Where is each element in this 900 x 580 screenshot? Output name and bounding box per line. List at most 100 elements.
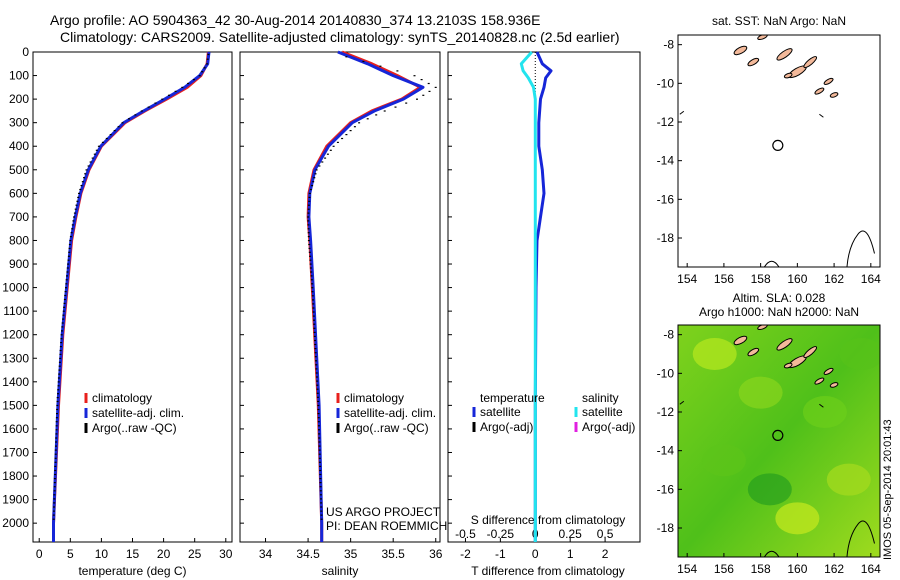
diff-t-axis-label: T difference from climatology xyxy=(471,564,625,578)
argo-dot xyxy=(57,381,60,383)
argo-dot xyxy=(317,408,320,411)
map-lat-label: -12 xyxy=(657,115,675,129)
argo-dot xyxy=(319,478,322,480)
diff-tick-label: 2 xyxy=(602,547,609,561)
argo-dot xyxy=(134,114,137,116)
temp-tick-label: 15 xyxy=(126,547,140,561)
argo-dot xyxy=(79,188,82,191)
argo-dot xyxy=(101,141,104,143)
argo-dot xyxy=(313,327,316,329)
argo-dot xyxy=(320,510,323,512)
argo-dot xyxy=(64,294,67,297)
argo-dot xyxy=(66,275,68,277)
argo-dot xyxy=(319,482,322,484)
argo-dot xyxy=(427,82,430,85)
argo-dot xyxy=(318,433,321,435)
island-shape xyxy=(783,72,793,79)
argo-dot xyxy=(317,400,320,402)
depth-tick-label: 1700 xyxy=(2,445,29,459)
temp-argo-dots xyxy=(52,53,210,520)
argo-dot xyxy=(57,385,60,387)
argo-dot xyxy=(307,208,310,210)
argo-dot xyxy=(316,396,319,398)
argo-dot xyxy=(315,169,318,171)
argo-dot xyxy=(310,275,313,277)
diff-s-axis-label: S difference from climatology xyxy=(471,513,626,527)
map-lon-label: 160 xyxy=(787,272,807,286)
argo-dot xyxy=(59,349,62,352)
map-lon-label: 162 xyxy=(824,272,844,286)
argo-dot xyxy=(55,437,58,439)
island-shape xyxy=(829,382,839,388)
argo-dot xyxy=(312,303,315,305)
sst_map-frame xyxy=(677,34,881,268)
sal-legend-label: Argo(..raw -QC) xyxy=(344,421,429,435)
island-shape xyxy=(776,48,793,61)
argo-dot xyxy=(81,181,84,183)
depth-tick-label: 500 xyxy=(9,163,29,177)
sal-axis-label: salinity xyxy=(322,564,359,578)
argo-dot xyxy=(318,441,321,443)
argo-dot xyxy=(67,255,70,257)
project-note-line2: PI: DEAN ROEMMICH xyxy=(326,519,447,533)
argo-dot xyxy=(52,518,55,520)
sla-patch xyxy=(775,502,820,535)
argo-dot xyxy=(168,94,170,96)
depth-tick-label: 700 xyxy=(9,210,29,224)
argo-dot xyxy=(313,335,316,337)
argo-dot xyxy=(309,259,312,261)
island-shape xyxy=(823,77,834,85)
sal-legend-label: climatology xyxy=(344,391,404,405)
argo-dot xyxy=(307,224,310,226)
argo-dot xyxy=(416,98,418,100)
argo-dot xyxy=(422,94,425,96)
argo-dot xyxy=(309,188,312,191)
argo-dot xyxy=(91,157,94,159)
argo-dot xyxy=(319,486,322,488)
argo-dot xyxy=(434,86,437,88)
argo-dot xyxy=(336,141,339,143)
header-title-line2: Climatology: CARS2009. Satellite-adjuste… xyxy=(60,29,620,45)
argo-dot xyxy=(312,315,315,317)
argo-dot xyxy=(379,65,382,67)
temp-tick-label: 0 xyxy=(36,547,43,561)
depth-tick-label: 0 xyxy=(22,45,29,59)
depth-tick-label: 200 xyxy=(9,92,29,106)
diff-sal-satellite-line xyxy=(519,51,537,542)
temp-tick-label: 10 xyxy=(95,547,109,561)
sal-satellite-line xyxy=(307,50,425,542)
argo-dot xyxy=(66,267,69,269)
argo-dot xyxy=(313,323,316,325)
argo-dot xyxy=(68,247,71,249)
sal-tick-label: 35 xyxy=(344,547,358,561)
argo-dot xyxy=(315,376,318,378)
argo-dot xyxy=(55,425,58,427)
map-lat-label: -18 xyxy=(657,521,675,535)
argo-dot xyxy=(69,240,72,242)
argo-dot xyxy=(76,200,79,202)
argo-dot xyxy=(63,298,66,301)
argo-dot xyxy=(307,240,310,242)
island-shape xyxy=(814,87,825,95)
coastline-new-caledonia xyxy=(846,520,875,557)
argo-dot xyxy=(315,360,317,362)
argo-dot xyxy=(312,311,315,313)
argo-dot xyxy=(109,134,112,136)
map-lon-label: 158 xyxy=(751,562,771,576)
sla_map-map-area xyxy=(678,325,880,557)
argo-dot xyxy=(341,137,344,140)
argo-dot xyxy=(61,322,64,324)
sal-tick-label: 34.5 xyxy=(296,547,320,561)
diff-tick-label: -1 xyxy=(495,547,506,561)
argo-dot xyxy=(93,153,96,155)
argo-dot xyxy=(321,161,324,163)
argo-dot xyxy=(375,114,378,116)
depth-tick-label: 1400 xyxy=(2,375,29,389)
argo-dot xyxy=(307,204,310,206)
argo-dot xyxy=(310,271,313,273)
argo-dot xyxy=(67,263,70,265)
argo-dot xyxy=(312,307,315,309)
argo-dot xyxy=(55,429,58,431)
sla-patch xyxy=(738,376,783,409)
argo-dot xyxy=(53,498,56,500)
